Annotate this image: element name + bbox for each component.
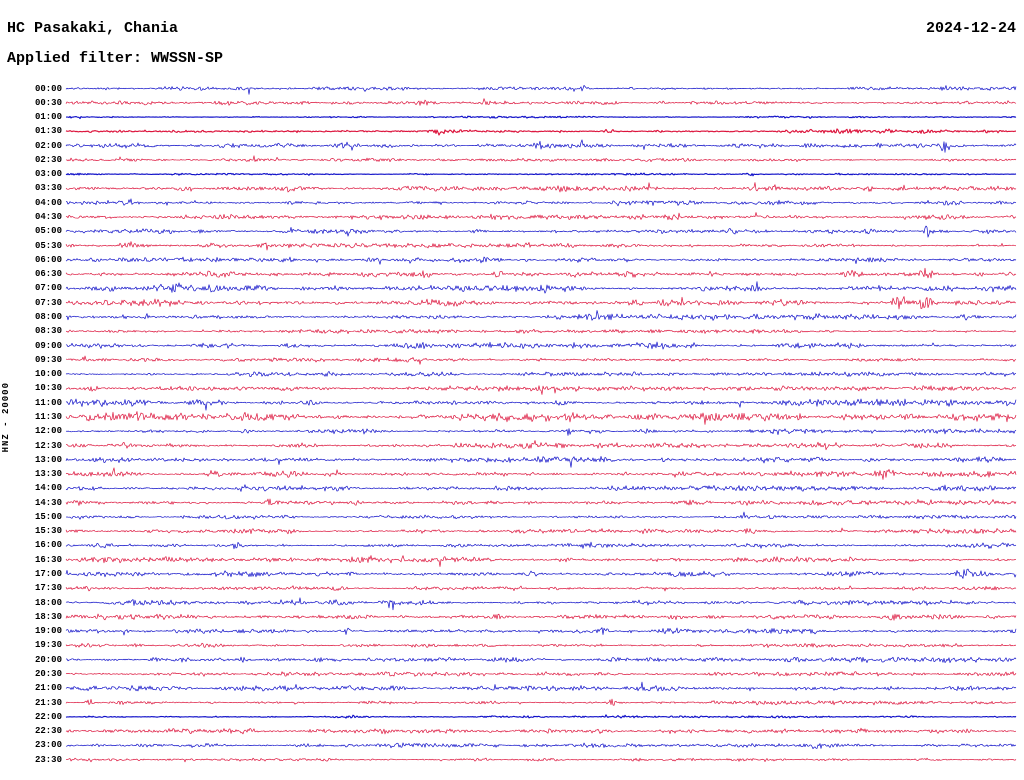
time-label-0200: 02:00 — [34, 140, 62, 151]
time-label-1500: 15:00 — [34, 511, 62, 522]
time-label-1300: 13:00 — [34, 454, 62, 465]
time-label-1030: 10:30 — [34, 383, 62, 394]
time-label-1800: 18:00 — [34, 597, 62, 608]
time-label-0730: 07:30 — [34, 297, 62, 308]
time-label-0930: 09:30 — [34, 354, 62, 365]
time-label-1430: 14:30 — [34, 497, 62, 508]
time-label-0630: 06:30 — [34, 269, 62, 280]
time-label-1900: 19:00 — [34, 626, 62, 637]
time-label-0330: 03:30 — [34, 183, 62, 194]
time-label-1130: 11:30 — [34, 411, 62, 422]
time-label-1330: 13:30 — [34, 469, 62, 480]
time-label-2130: 21:30 — [34, 697, 62, 708]
time-label-0430: 04:30 — [34, 212, 62, 223]
time-label-2330: 23:30 — [34, 754, 62, 765]
time-label-2230: 22:30 — [34, 726, 62, 737]
time-label-0900: 09:00 — [34, 340, 62, 351]
time-label-0530: 05:30 — [34, 240, 62, 251]
time-label-2200: 22:00 — [34, 711, 62, 722]
time-label-1530: 15:30 — [34, 526, 62, 537]
time-label-1630: 16:30 — [34, 554, 62, 565]
time-label-0030: 00:30 — [34, 97, 62, 108]
time-label-0600: 06:00 — [34, 254, 62, 265]
time-label-1400: 14:00 — [34, 483, 62, 494]
time-label-2000: 20:00 — [34, 654, 62, 665]
time-label-0800: 08:00 — [34, 311, 62, 322]
time-label-0230: 02:30 — [34, 154, 62, 165]
time-label-0300: 03:00 — [34, 169, 62, 180]
time-label-1930: 19:30 — [34, 640, 62, 651]
time-label-1700: 17:00 — [34, 569, 62, 580]
time-label-0100: 01:00 — [34, 112, 62, 123]
time-label-1000: 10:00 — [34, 369, 62, 380]
time-label-2300: 23:00 — [34, 740, 62, 751]
time-label-0000: 00:00 — [34, 83, 62, 94]
time-label-1230: 12:30 — [34, 440, 62, 451]
time-label-2030: 20:30 — [34, 668, 62, 679]
time-label-1100: 11:00 — [34, 397, 62, 408]
time-label-0400: 04:00 — [34, 197, 62, 208]
time-label-1600: 16:00 — [34, 540, 62, 551]
time-label-1830: 18:30 — [34, 611, 62, 622]
time-label-0500: 05:00 — [34, 226, 62, 237]
time-label-0700: 07:00 — [34, 283, 62, 294]
time-label-1730: 17:30 — [34, 583, 62, 594]
time-label-0130: 01:30 — [34, 126, 62, 137]
time-label-2100: 21:00 — [34, 683, 62, 694]
time-label-1200: 12:00 — [34, 426, 62, 437]
time-label-0830: 08:30 — [34, 326, 62, 337]
